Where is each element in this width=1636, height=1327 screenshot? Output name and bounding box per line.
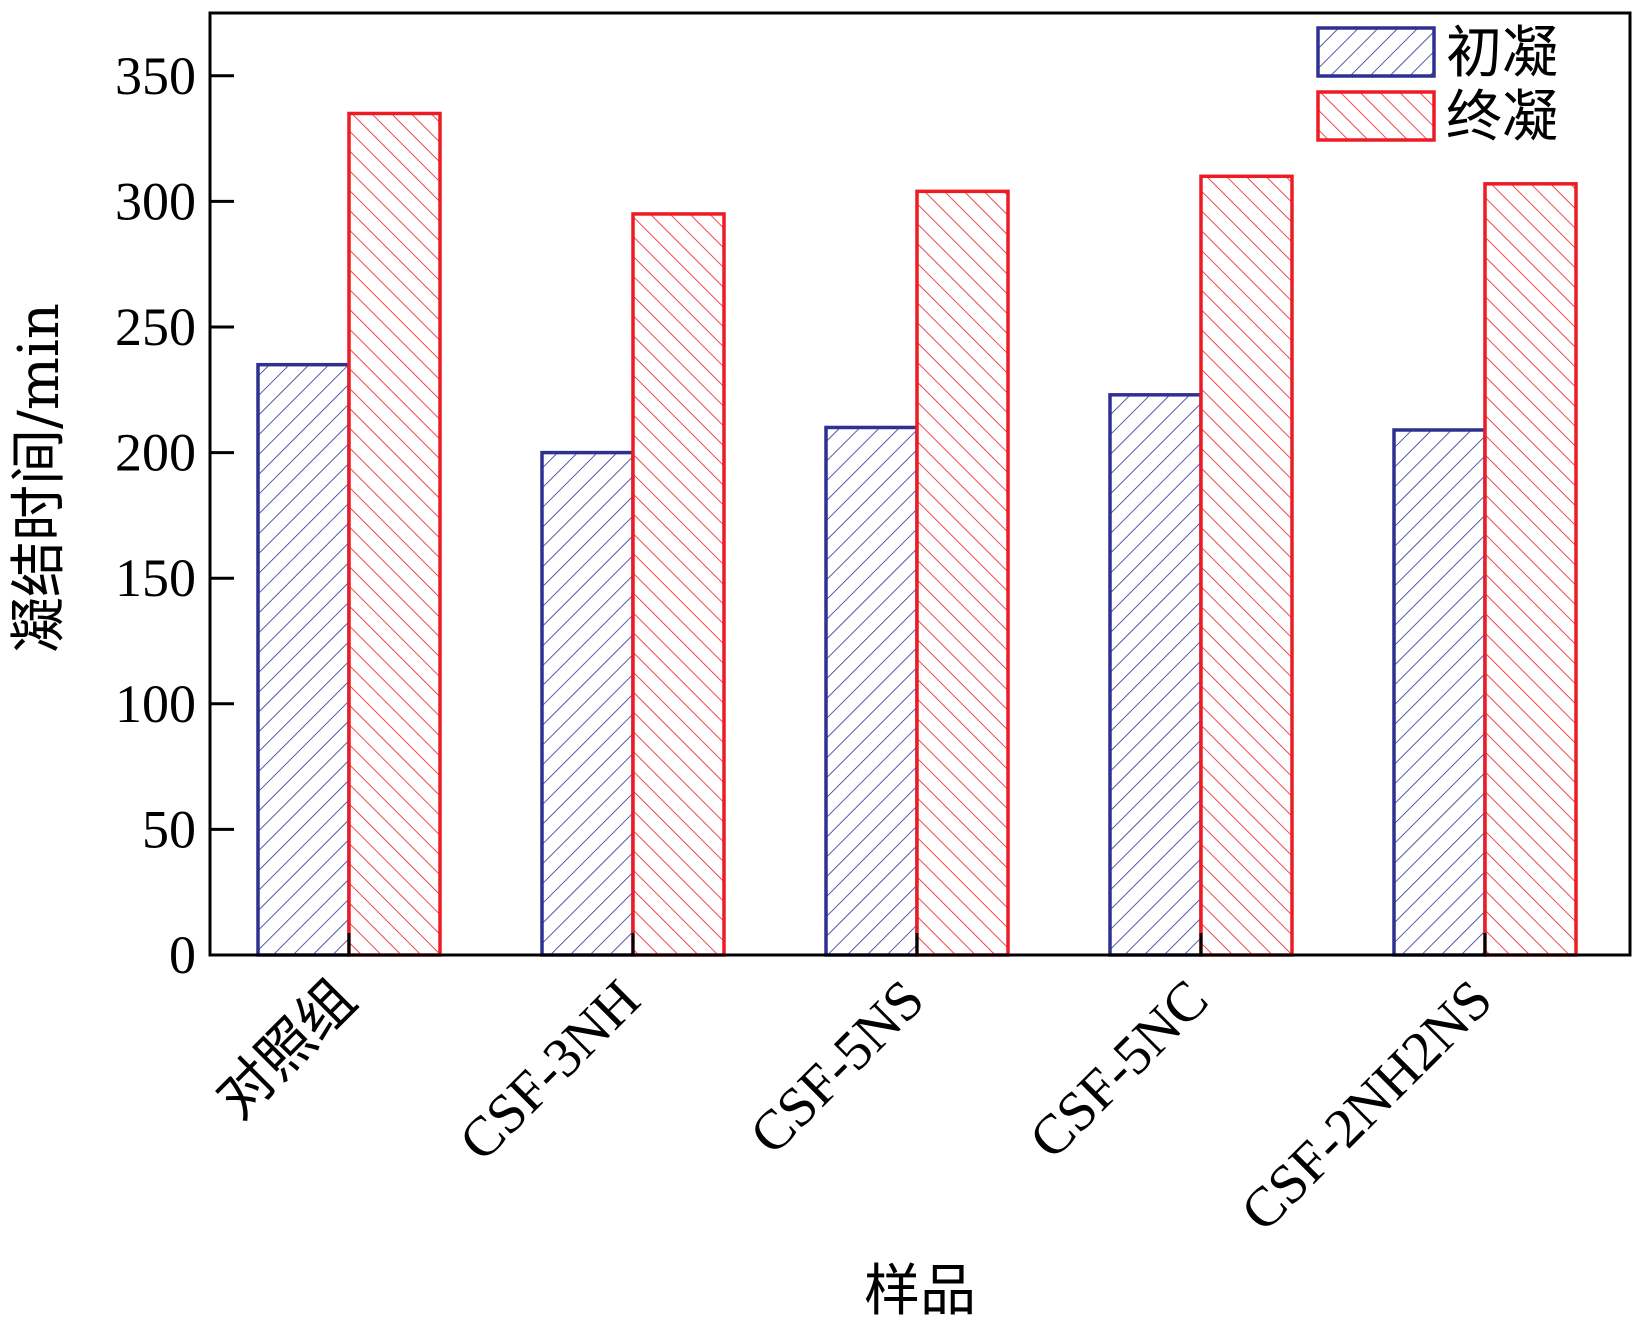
x-category-label: CSF-3NH (448, 968, 652, 1172)
bar-final-2 (915, 189, 1010, 957)
bar-final-0 (347, 111, 442, 957)
bar-final-3 (1199, 174, 1294, 957)
x-axis: 对照组 CSF-3NH CSF-5NS CSF-5NC CSF-2NH2NS (206, 933, 1504, 1243)
x-category-label: CSF-5NC (1018, 968, 1220, 1170)
y-tick-label: 0 (169, 925, 196, 985)
bar-initial-4 (1392, 428, 1487, 957)
bar-initial-1 (540, 450, 635, 957)
x-category-label: 对照组 (206, 968, 369, 1131)
y-tick-label: 350 (115, 46, 196, 106)
plot-frame (208, 11, 1632, 957)
y-axis: 0 50 100 150 200 250 300 350 (115, 46, 234, 985)
x-axis-title: 样品 (864, 1259, 976, 1324)
bar-final-1 (631, 212, 726, 957)
legend-swatch-initial (1316, 26, 1436, 78)
y-axis-title: 凝结时间/min (7, 303, 72, 653)
legend-label-initial: 初凝 (1446, 21, 1558, 86)
y-tick-label: 100 (115, 674, 196, 734)
bar-initial-2 (824, 425, 919, 957)
x-category-label: CSF-5NS (738, 968, 936, 1166)
bars (256, 111, 1578, 957)
y-tick-label: 200 (115, 423, 196, 483)
y-tick-label: 250 (115, 297, 196, 357)
bar-initial-3 (1108, 393, 1203, 957)
y-tick-label: 50 (142, 799, 196, 859)
bar-final-4 (1483, 182, 1578, 957)
legend-swatch-final (1316, 90, 1436, 142)
x-category-label: CSF-2NH2NS (1229, 968, 1504, 1243)
legend-label-final: 终凝 (1446, 85, 1558, 150)
bar-initial-0 (256, 362, 351, 957)
y-tick-label: 150 (115, 548, 196, 608)
y-tick-label: 300 (115, 171, 196, 231)
